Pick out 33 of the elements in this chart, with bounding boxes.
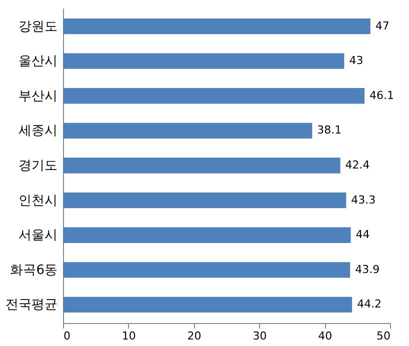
bar [63,88,364,104]
bar [63,227,351,243]
bar [63,158,340,174]
x-tick-label: 10 [122,330,136,342]
bar [63,122,312,139]
bar [63,53,344,69]
bar [63,296,352,313]
data-label: 43 [349,54,364,68]
x-tick-label: 30 [252,330,267,342]
x-tick-label: 50 [376,330,390,342]
data-label: 47 [375,19,390,32]
data-label: 42.4 [345,158,370,172]
data-label: 44 [356,228,370,242]
y-tick-label: 전국평균 [6,298,58,313]
y-tick-label: 화곡6동 [10,262,58,278]
y-tick-label: 울산시 [18,54,58,70]
x-tick-label: 40 [318,330,332,342]
y-tick-label: 부산시 [18,88,58,104]
bar [63,18,370,34]
x-tick-label: 20 [187,330,202,342]
bar [63,192,346,208]
y-tick-label: 세종시 [18,124,58,139]
data-label: 46.1 [369,88,394,102]
y-tick-label: 인천시 [18,193,58,208]
data-label: 43.9 [355,262,380,276]
x-tick-label: 0 [64,330,70,342]
y-tick-label: 강원도 [18,19,58,34]
bar [63,262,350,278]
data-label: 43.3 [351,193,376,206]
y-tick-label: 서울시 [18,228,58,244]
data-label: 44.2 [357,298,382,311]
data-label: 38.1 [317,124,342,137]
y-tick-label: 경기도 [18,158,58,174]
